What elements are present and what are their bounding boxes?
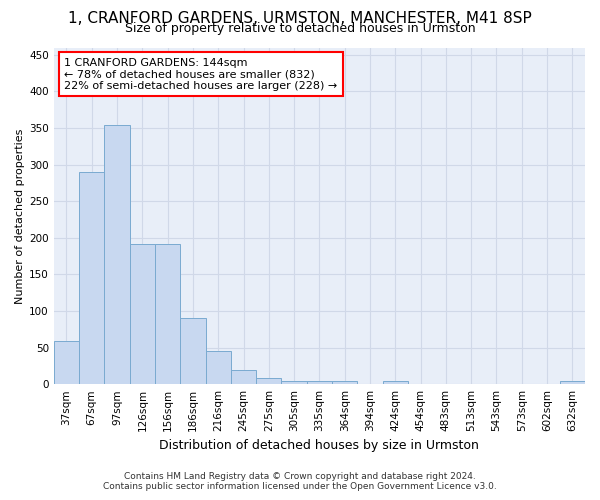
X-axis label: Distribution of detached houses by size in Urmston: Distribution of detached houses by size … — [160, 440, 479, 452]
Text: 1, CRANFORD GARDENS, URMSTON, MANCHESTER, M41 8SP: 1, CRANFORD GARDENS, URMSTON, MANCHESTER… — [68, 11, 532, 26]
Y-axis label: Number of detached properties: Number of detached properties — [15, 128, 25, 304]
Bar — [155, 244, 180, 384]
Text: 1 CRANFORD GARDENS: 144sqm
← 78% of detached houses are smaller (832)
22% of sem: 1 CRANFORD GARDENS: 144sqm ← 78% of deta… — [64, 58, 338, 91]
Bar — [130, 244, 155, 384]
Text: Contains HM Land Registry data © Crown copyright and database right 2024.
Contai: Contains HM Land Registry data © Crown c… — [103, 472, 497, 491]
Bar — [307, 380, 332, 384]
Bar — [180, 318, 206, 384]
Bar — [560, 382, 585, 384]
Bar — [256, 378, 281, 384]
Bar — [383, 380, 408, 384]
Bar — [79, 172, 104, 384]
Bar — [231, 370, 256, 384]
Bar — [104, 125, 130, 384]
Bar — [332, 382, 358, 384]
Bar — [281, 380, 307, 384]
Text: Size of property relative to detached houses in Urmston: Size of property relative to detached ho… — [125, 22, 475, 35]
Bar — [54, 341, 79, 384]
Bar — [206, 350, 231, 384]
